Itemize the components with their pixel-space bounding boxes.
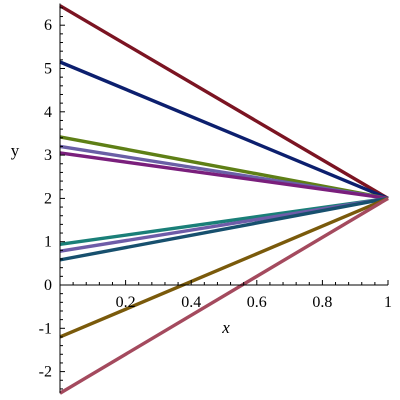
series-line-5 <box>59 151 389 201</box>
series-line-2 <box>59 60 389 200</box>
y-tick-label: 6 <box>44 17 52 34</box>
y-axis-label: y <box>11 141 20 160</box>
y-tick-label: -1 <box>39 320 52 337</box>
y-tick-label: 5 <box>44 61 52 78</box>
x-tick-label: 0.4 <box>181 294 201 311</box>
series-line-1 <box>59 4 389 200</box>
y-tick-label: -2 <box>39 364 52 381</box>
x-axis-label: x <box>221 318 230 337</box>
axes-layer: -2 -1 0 1 2 3 4 5 6 0.2 0.4 0.6 0.8 1 <box>39 3 392 394</box>
y-tick-label: 0 <box>44 277 52 294</box>
series-layer <box>59 4 389 395</box>
x-tick-label: 0.8 <box>312 294 332 311</box>
x-tick-label: 0.2 <box>116 294 136 311</box>
series-line-9 <box>59 196 389 339</box>
x-tick-label: 0.6 <box>247 294 267 311</box>
y-tick-label: 4 <box>44 104 52 121</box>
y-tick-label: 2 <box>44 190 52 207</box>
y-tick-label: 3 <box>44 147 52 164</box>
series-line-8 <box>59 196 389 262</box>
y-tick-label: 1 <box>44 234 52 251</box>
series-line-10 <box>59 196 389 395</box>
x-tick-label: 1 <box>384 294 392 311</box>
